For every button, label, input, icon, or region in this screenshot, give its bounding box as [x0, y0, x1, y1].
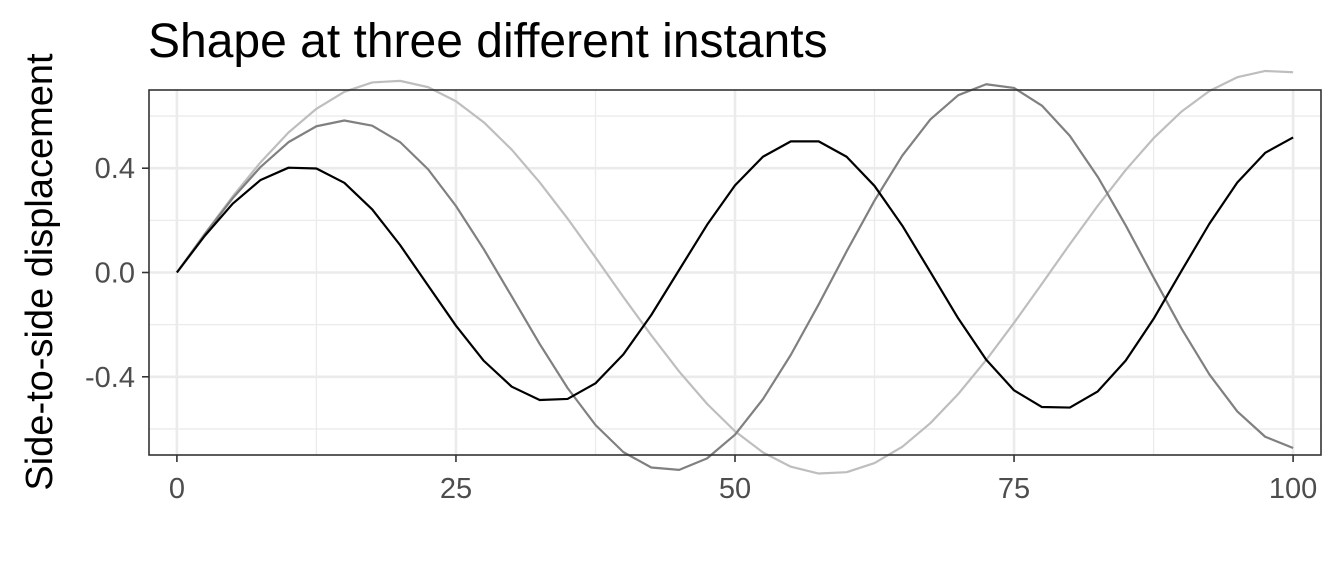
y-tick-label-1: 0.0 [95, 258, 135, 290]
x-tick-label-0: 0 [169, 473, 185, 505]
major-gridlines [149, 90, 1321, 455]
x-axis: 0 25 50 75 100 [169, 455, 1317, 505]
series-line-1 [176, 83, 1294, 471]
y-axis: -0.4 0.0 0.4 [85, 153, 149, 394]
y-axis-title: Side-to-side displacement [19, 53, 61, 491]
x-tick-label-4: 100 [1269, 473, 1317, 505]
series-line-2 [176, 136, 1294, 409]
x-tick-label-3: 75 [998, 473, 1030, 505]
y-tick-label-0: -0.4 [85, 362, 135, 394]
x-tick-label-1: 25 [440, 473, 472, 505]
y-tick-label-2: 0.4 [95, 153, 135, 185]
chart-title: Shape at three different instants [148, 15, 828, 68]
series-layer [176, 69, 1294, 475]
x-tick-label-2: 50 [719, 473, 751, 505]
